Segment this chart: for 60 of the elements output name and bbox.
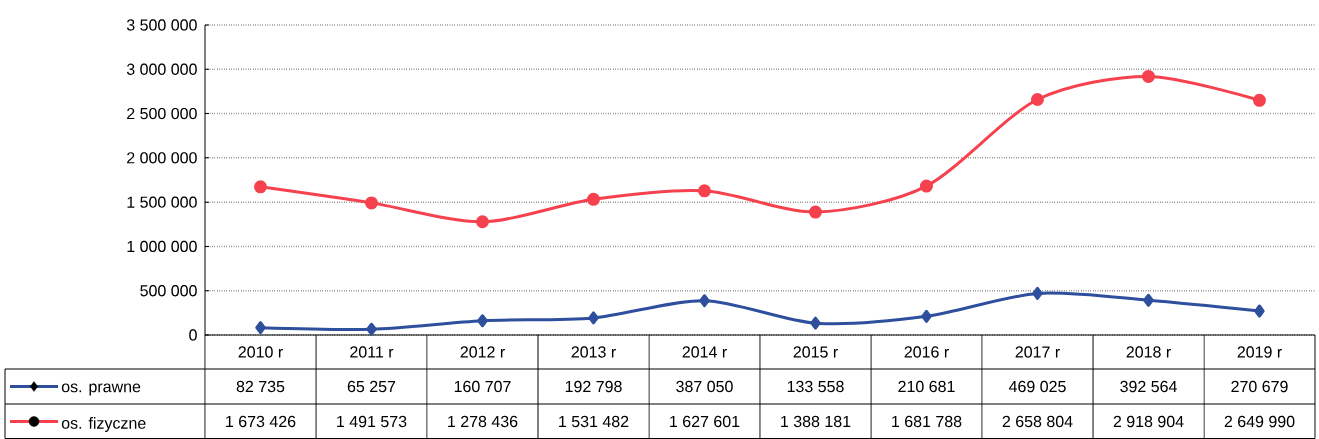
data-label: 1 681 788 (892, 415, 962, 428)
point (588, 311, 599, 325)
point (697, 184, 711, 198)
data-label: 469 025 (1008, 380, 1066, 393)
point (808, 205, 822, 219)
data-label: 65 257 (347, 380, 396, 393)
point (699, 294, 710, 308)
x-tick-label: 2014 r (682, 346, 727, 358)
data-label: 392 564 (1120, 380, 1177, 393)
y-tick-label: 3 000 000 (126, 63, 197, 75)
point (254, 180, 267, 194)
data-label: 1 673 426 (226, 415, 296, 428)
y-tick-label: 500 000 (140, 285, 197, 297)
x-tick-label: 2019 r (1237, 346, 1282, 358)
x-tick-label: 2017 r (1015, 346, 1060, 358)
x-tick-label: 2010 r (238, 346, 283, 358)
x-tick-label: 2012 r (460, 346, 505, 358)
point (1252, 93, 1266, 107)
legend-label: os. prawne (61, 383, 141, 396)
data-label: 82 735 (236, 380, 285, 393)
point (1141, 69, 1155, 83)
y-tick-label: 2 500 000 (127, 107, 197, 120)
point (1030, 93, 1044, 106)
x-tick-label: 2011 r (350, 346, 394, 358)
point (366, 322, 377, 336)
point (586, 192, 600, 206)
y-tick-label: 0 (189, 329, 197, 341)
data-label: 387 050 (676, 380, 733, 393)
data-label: 1 278 436 (448, 415, 518, 428)
data-label: 1 531 482 (559, 415, 629, 428)
y-tick-label: 2 000 000 (127, 152, 197, 164)
x-tick-label: 2015 r (793, 346, 838, 358)
data-label: 133 558 (787, 380, 844, 393)
point (919, 179, 933, 193)
point (475, 215, 489, 229)
data-label: 2 658 804 (1002, 415, 1073, 428)
y-tick-label: 3 500 000 (126, 19, 197, 31)
x-tick-label: 2013 r (571, 346, 616, 358)
data-label: 1 627 601 (670, 415, 740, 428)
point (477, 314, 488, 328)
point (1254, 304, 1265, 318)
x-tick-label: 2018 r (1126, 346, 1171, 358)
point (364, 196, 378, 210)
data-label: 192 798 (565, 380, 622, 393)
data-label: 270 679 (1231, 380, 1288, 393)
data-label: 210 681 (898, 380, 955, 393)
point (1143, 293, 1154, 307)
y-tick-label: 1 500 000 (127, 196, 197, 208)
point (255, 321, 266, 335)
data-label: 1 388 181 (781, 415, 851, 428)
y-tick-label: 1 000 000 (127, 240, 197, 253)
legend-label: os. fizyczne (61, 417, 146, 432)
point (810, 316, 821, 330)
data-label: 2 918 904 (1113, 415, 1184, 428)
data-label: 2 649 990 (1224, 415, 1295, 428)
point (921, 309, 932, 323)
x-tick-label: 2016 r (904, 346, 949, 358)
data-label: 160 707 (454, 380, 511, 393)
point (1032, 286, 1043, 300)
data-label: 1 491 573 (337, 415, 407, 428)
